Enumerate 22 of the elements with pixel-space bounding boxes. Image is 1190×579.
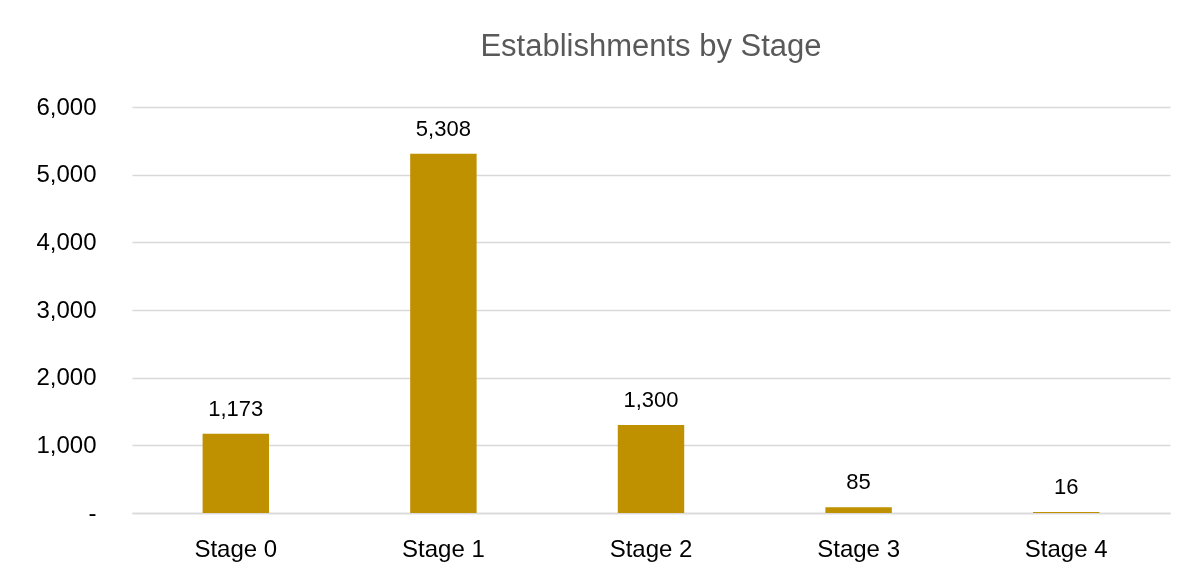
data-label: 1,300	[623, 387, 679, 413]
data-label: 85	[846, 469, 871, 495]
chart-title: Establishments by Stage	[480, 28, 822, 63]
y-tick-label: -	[88, 498, 97, 526]
x-tick-label: Stage 1	[402, 534, 485, 562]
data-label: 1,173	[208, 395, 264, 421]
x-tick-label: Stage 3	[817, 534, 900, 562]
x-tick-label: Stage 0	[194, 534, 278, 562]
x-tick-label: Stage 2	[609, 534, 693, 562]
bar	[410, 153, 477, 513]
y-tick-label: 2,000	[36, 363, 97, 391]
data-label: 16	[1053, 473, 1079, 499]
data-label: 5,308	[415, 115, 471, 141]
y-tick-label: 4,000	[36, 227, 97, 255]
y-tick-label: 6,000	[36, 92, 97, 120]
x-tick-label: Stage 4	[1024, 534, 1108, 562]
bar	[825, 507, 892, 513]
y-tick-label: 3,000	[36, 295, 97, 323]
bar	[617, 425, 685, 513]
bar	[202, 433, 270, 513]
y-tick-label: 5,000	[36, 160, 97, 188]
y-tick-label: 1,000	[36, 430, 97, 458]
